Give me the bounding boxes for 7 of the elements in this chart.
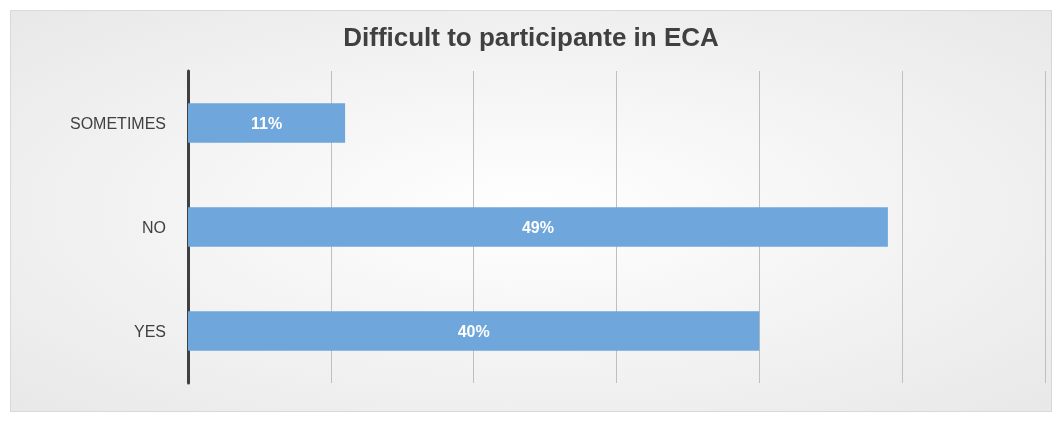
data-label: 40% [457, 322, 490, 340]
data-label: 49% [521, 218, 554, 236]
y-tick-label: YES [133, 322, 166, 340]
y-tick-label: NO [142, 218, 166, 236]
chart-title: Difficult to participante in ECA [343, 22, 719, 52]
y-tick-label: SOMETIMES [69, 114, 166, 132]
data-label: 11% [250, 114, 283, 132]
